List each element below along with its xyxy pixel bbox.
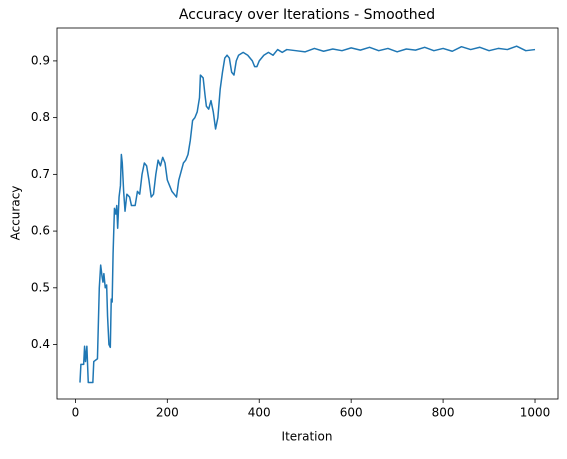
y-axis-label: Accuracy: [9, 186, 23, 241]
x-axis-label: Iteration: [282, 430, 333, 444]
x-tick-label: 800: [432, 406, 455, 420]
y-tick-label: 0.7: [31, 167, 50, 181]
y-tick-label: 0.8: [31, 110, 50, 124]
line-series: [79, 45, 536, 384]
chart-title: Accuracy over Iterations - Smoothed: [179, 7, 435, 23]
y-tick-label: 0.9: [31, 53, 50, 67]
plot-frame: [56, 27, 559, 400]
axes: [53, 60, 536, 403]
x-tick-label: 200: [156, 406, 179, 420]
x-tick-label: 400: [248, 406, 271, 420]
y-tick-label: 0.4: [31, 337, 50, 351]
y-tick-label: 0.6: [31, 224, 50, 238]
x-tick-label: 0: [72, 406, 80, 420]
x-tick-label: 1000: [520, 406, 551, 420]
y-tick-label: 0.5: [31, 280, 50, 294]
x-tick-label: 600: [340, 406, 363, 420]
